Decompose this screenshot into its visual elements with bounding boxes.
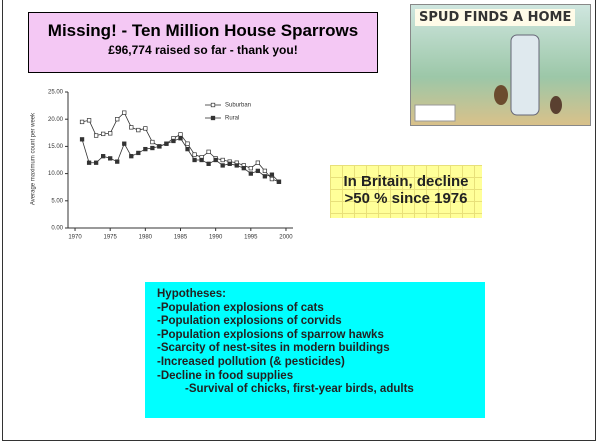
marker — [207, 162, 211, 166]
marker — [158, 145, 162, 149]
hypothesis: -Population explosions of cats — [157, 302, 485, 316]
hypotheses-box: Hypotheses: -Population explosions of ca… — [145, 282, 485, 418]
y-tick-label: 10.00 — [48, 171, 64, 177]
marker — [144, 147, 148, 151]
marker — [151, 146, 155, 150]
hypotheses-heading: Hypotheses: — [157, 288, 485, 302]
marker — [151, 140, 155, 144]
marker — [144, 127, 148, 131]
marker — [193, 158, 197, 162]
marker — [137, 128, 141, 132]
x-tick-label: 1970 — [68, 235, 82, 241]
marker — [172, 139, 176, 143]
marker — [94, 134, 98, 138]
marker — [186, 147, 190, 151]
marker — [129, 126, 133, 130]
hypothesis-sub: -Survival of chicks, first-year birds, a… — [157, 383, 485, 397]
marker — [115, 117, 119, 121]
marker — [179, 136, 183, 140]
marker — [207, 150, 211, 154]
marker — [186, 142, 190, 146]
marker — [235, 164, 239, 168]
marker — [221, 164, 225, 168]
title-box: Missing! - Ten Million House Sparrows £9… — [28, 12, 378, 73]
marker — [122, 142, 126, 146]
marker — [179, 133, 183, 137]
marker — [193, 153, 197, 157]
marker — [249, 166, 253, 170]
marker — [94, 161, 98, 165]
y-tick-label: 15.00 — [48, 144, 64, 150]
legend-label: Rural — [225, 116, 239, 122]
chart: Average maximum count per week 0.00 5.00 1… — [25, 85, 305, 245]
marker — [129, 154, 133, 158]
hypothesis: -Scarcity of nest-sites in modern buildi… — [157, 342, 485, 356]
marker — [277, 180, 281, 184]
marker — [108, 157, 112, 161]
marker — [137, 151, 141, 155]
marker — [80, 120, 84, 124]
marker — [108, 132, 112, 136]
y-axis-label: Average maximum count per week — [31, 112, 37, 205]
marker — [270, 173, 274, 177]
callout: In Britain, decline >50 % since 1976 — [330, 165, 482, 218]
marker — [270, 177, 274, 181]
marker — [214, 158, 218, 162]
marker — [263, 175, 267, 179]
x-tick-label: 2000 — [279, 235, 293, 241]
marker — [80, 138, 84, 142]
marker — [256, 169, 260, 173]
marker — [101, 132, 105, 136]
marker — [249, 172, 253, 176]
marker — [242, 166, 246, 170]
marker — [263, 169, 267, 173]
x-tick-label: 1985 — [174, 235, 188, 241]
subtitle: £96,774 raised so far - thank you! — [29, 43, 377, 57]
marker — [165, 142, 169, 146]
photo: SPUD FINDS A HOME — [410, 4, 591, 126]
x-tick-label: 1975 — [104, 235, 118, 241]
legend-label: Suburban — [225, 103, 251, 109]
legend-marker — [211, 103, 215, 107]
marker — [87, 118, 91, 122]
hypothesis: -Population explosions of sparrow hawks — [157, 329, 485, 343]
x-tick-label: 1990 — [209, 235, 223, 241]
y-tick-label: 25.00 — [48, 90, 64, 96]
marker — [228, 162, 232, 166]
marker — [87, 161, 91, 165]
photo-caption: SPUD FINDS A HOME — [415, 9, 575, 26]
marker — [221, 158, 225, 162]
y-tick-label: 20.00 — [48, 117, 64, 123]
marker — [115, 160, 119, 164]
slide: Missing! - Ten Million House Sparrows £9… — [0, 0, 602, 444]
hypothesis: -Decline in food supplies — [157, 370, 485, 384]
hypothesis: -Population explosions of corvids — [157, 315, 485, 329]
series-line — [82, 113, 279, 182]
marker — [122, 111, 126, 115]
title: Missing! - Ten Million House Sparrows — [29, 21, 377, 41]
legend-marker — [211, 116, 215, 120]
x-tick-label: 1980 — [139, 235, 153, 241]
marker — [101, 154, 105, 158]
hypothesis: -Increased pollution (& pesticides) — [157, 356, 485, 370]
x-tick-label: 1995 — [244, 235, 258, 241]
y-tick-label: 5.00 — [51, 198, 63, 204]
marker — [256, 161, 260, 165]
y-tick-label: 0.00 — [51, 226, 63, 232]
marker — [200, 158, 204, 162]
